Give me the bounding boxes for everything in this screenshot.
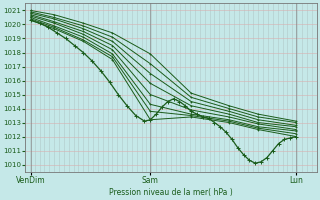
X-axis label: Pression niveau de la mer( hPa ): Pression niveau de la mer( hPa ) [109,188,233,197]
